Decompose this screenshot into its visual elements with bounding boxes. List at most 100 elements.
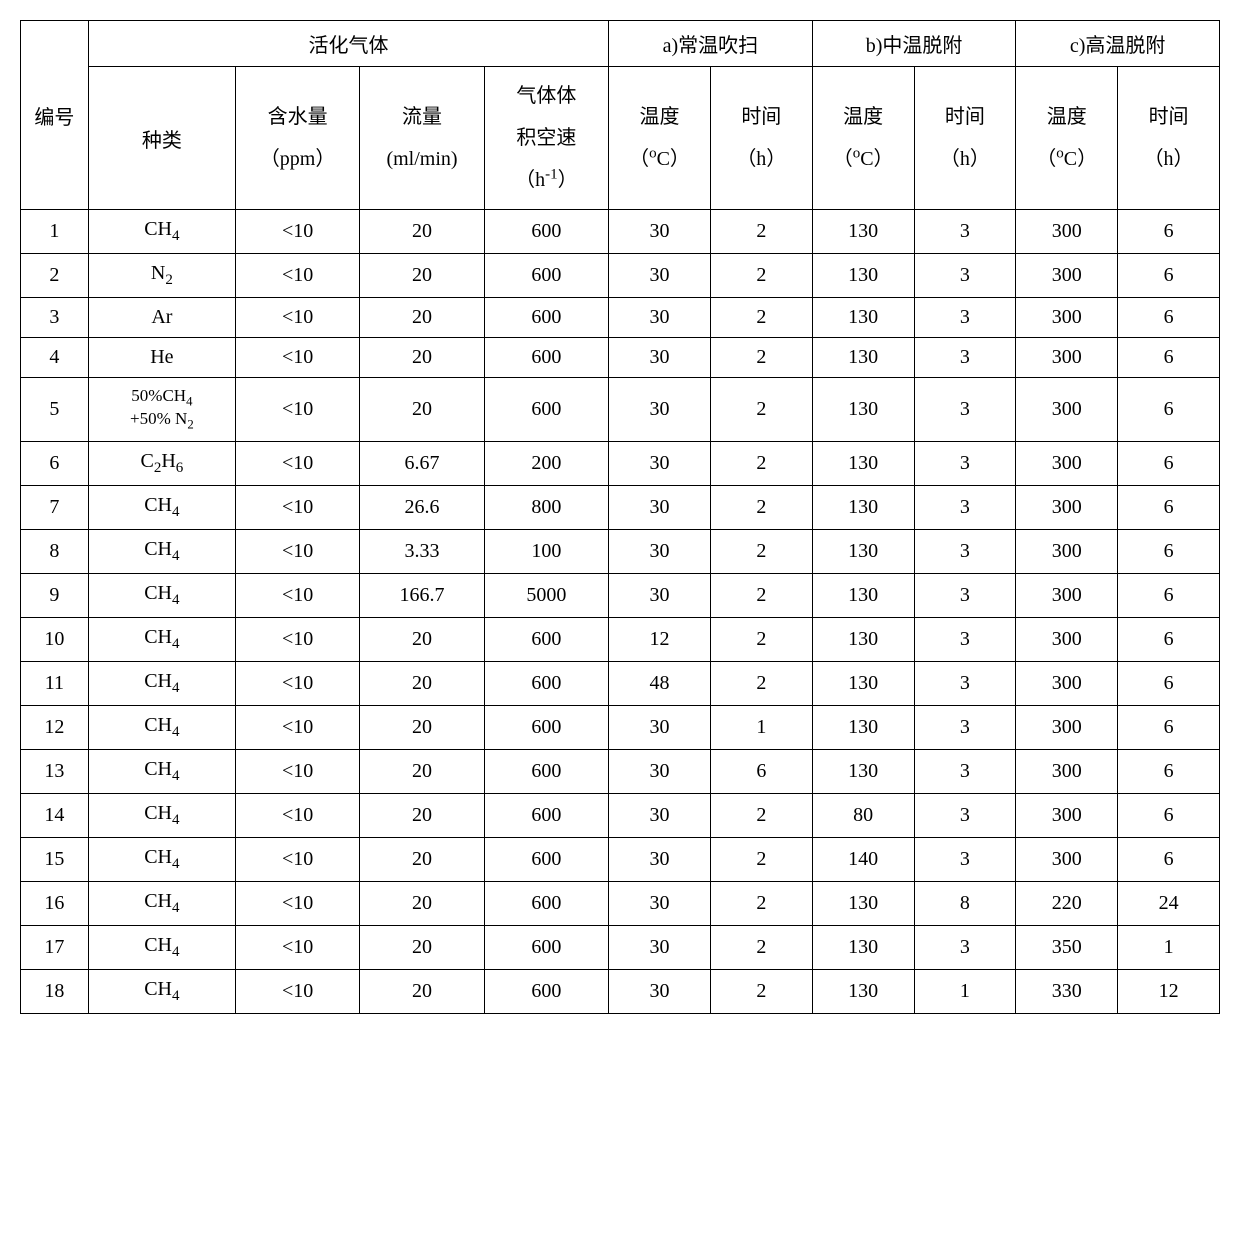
cell-a-time: 2 <box>710 925 812 969</box>
cell-c-temp: 300 <box>1016 298 1118 338</box>
cell-velocity: 600 <box>484 378 608 442</box>
cell-b-time: 3 <box>914 793 1016 837</box>
cell-a-time: 2 <box>710 793 812 837</box>
cell-c-temp: 300 <box>1016 485 1118 529</box>
cell-b-temp: 130 <box>812 573 914 617</box>
hdr-species: 种类 <box>88 67 235 210</box>
cell-velocity: 600 <box>484 338 608 378</box>
cell-a-time: 6 <box>710 749 812 793</box>
table-body: 1CH4<1020600302130330062N2<1020600302130… <box>21 210 1220 1014</box>
cell-water: <10 <box>235 529 359 573</box>
cell-species: CH4 <box>88 210 235 254</box>
cell-a-temp: 30 <box>609 925 711 969</box>
cell-b-time: 3 <box>914 441 1016 485</box>
cell-water: <10 <box>235 969 359 1013</box>
cell-c-time: 6 <box>1118 617 1220 661</box>
cell-water: <10 <box>235 441 359 485</box>
cell-id: 18 <box>21 969 89 1013</box>
hdr-vel-l3-sup: -1 <box>545 166 558 182</box>
cell-a-time: 2 <box>710 485 812 529</box>
cell-id: 5 <box>21 378 89 442</box>
table-row: 1CH4<102060030213033006 <box>21 210 1220 254</box>
hdr-flow: 流量 (ml/min) <box>360 67 484 210</box>
cell-water: <10 <box>235 925 359 969</box>
cell-a-time: 1 <box>710 705 812 749</box>
cell-id: 11 <box>21 661 89 705</box>
cell-b-time: 3 <box>914 573 1016 617</box>
cell-species: CH4 <box>88 793 235 837</box>
hdr-velocity: 气体体 积空速 （h-1） <box>484 67 608 210</box>
cell-id: 4 <box>21 338 89 378</box>
cell-b-temp: 130 <box>812 485 914 529</box>
hdr-vel-l3-pre: （h <box>515 169 545 191</box>
header-row-2: 种类 含水量 （ppm） 流量 (ml/min) 气体体 积空速 （h-1） 温… <box>21 67 1220 210</box>
hdr-water-l1: 含水量 <box>268 106 328 128</box>
cell-b-time: 3 <box>914 210 1016 254</box>
cell-a-time: 2 <box>710 529 812 573</box>
cell-water: <10 <box>235 705 359 749</box>
cell-flow: 20 <box>360 210 484 254</box>
table-row: 10CH4<102060012213033006 <box>21 617 1220 661</box>
cell-c-time: 6 <box>1118 749 1220 793</box>
cell-water: <10 <box>235 485 359 529</box>
hdr-temp-l1: 温度 <box>843 106 883 128</box>
cell-a-temp: 30 <box>609 254 711 298</box>
cell-c-time: 6 <box>1118 661 1220 705</box>
hdr-section-c: c)高温脱附 <box>1016 21 1220 67</box>
cell-a-temp: 30 <box>609 378 711 442</box>
table-row: 550%CH4+50% N2<102060030213033006 <box>21 378 1220 442</box>
cell-a-time: 2 <box>710 881 812 925</box>
hdr-time-l2: （h） <box>940 148 990 170</box>
hdr-time-l1: 时间 <box>741 106 781 128</box>
cell-id: 14 <box>21 793 89 837</box>
cell-c-temp: 330 <box>1016 969 1118 1013</box>
cell-a-temp: 30 <box>609 881 711 925</box>
cell-flow: 20 <box>360 793 484 837</box>
cell-c-time: 24 <box>1118 881 1220 925</box>
cell-b-time: 1 <box>914 969 1016 1013</box>
cell-c-temp: 300 <box>1016 529 1118 573</box>
cell-flow: 20 <box>360 749 484 793</box>
cell-water: <10 <box>235 661 359 705</box>
cell-b-temp: 130 <box>812 969 914 1013</box>
table-row: 14CH4<10206003028033006 <box>21 793 1220 837</box>
cell-velocity: 600 <box>484 661 608 705</box>
cell-id: 6 <box>21 441 89 485</box>
hdr-temp-l2-pre: （ <box>833 148 853 170</box>
cell-a-time: 2 <box>710 617 812 661</box>
cell-c-temp: 300 <box>1016 210 1118 254</box>
cell-velocity: 600 <box>484 881 608 925</box>
hdr-temp-l2-post: C） <box>657 148 690 170</box>
cell-velocity: 600 <box>484 210 608 254</box>
cell-flow: 20 <box>360 338 484 378</box>
cell-id: 13 <box>21 749 89 793</box>
cell-velocity: 600 <box>484 969 608 1013</box>
cell-b-temp: 130 <box>812 441 914 485</box>
cell-species: CH4 <box>88 705 235 749</box>
cell-b-time: 3 <box>914 298 1016 338</box>
hdr-temp-l1: 温度 <box>1047 106 1087 128</box>
table-row: 12CH4<102060030113033006 <box>21 705 1220 749</box>
cell-flow: 20 <box>360 617 484 661</box>
cell-a-temp: 30 <box>609 529 711 573</box>
hdr-gas: 活化气体 <box>88 21 608 67</box>
cell-id: 1 <box>21 210 89 254</box>
cell-b-temp: 130 <box>812 529 914 573</box>
cell-species: CH4 <box>88 485 235 529</box>
table-row: 17CH4<102060030213033501 <box>21 925 1220 969</box>
cell-velocity: 600 <box>484 298 608 338</box>
cell-b-temp: 130 <box>812 254 914 298</box>
cell-id: 3 <box>21 298 89 338</box>
hdr-a-temp: 温度 （oC） <box>609 67 711 210</box>
cell-velocity: 600 <box>484 617 608 661</box>
cell-water: <10 <box>235 210 359 254</box>
cell-velocity: 100 <box>484 529 608 573</box>
cell-velocity: 600 <box>484 749 608 793</box>
table-row: 2N2<102060030213033006 <box>21 254 1220 298</box>
cell-species: CH4 <box>88 881 235 925</box>
cell-c-time: 6 <box>1118 793 1220 837</box>
cell-flow: 20 <box>360 705 484 749</box>
cell-velocity: 600 <box>484 925 608 969</box>
cell-b-time: 8 <box>914 881 1016 925</box>
cell-flow: 26.6 <box>360 485 484 529</box>
